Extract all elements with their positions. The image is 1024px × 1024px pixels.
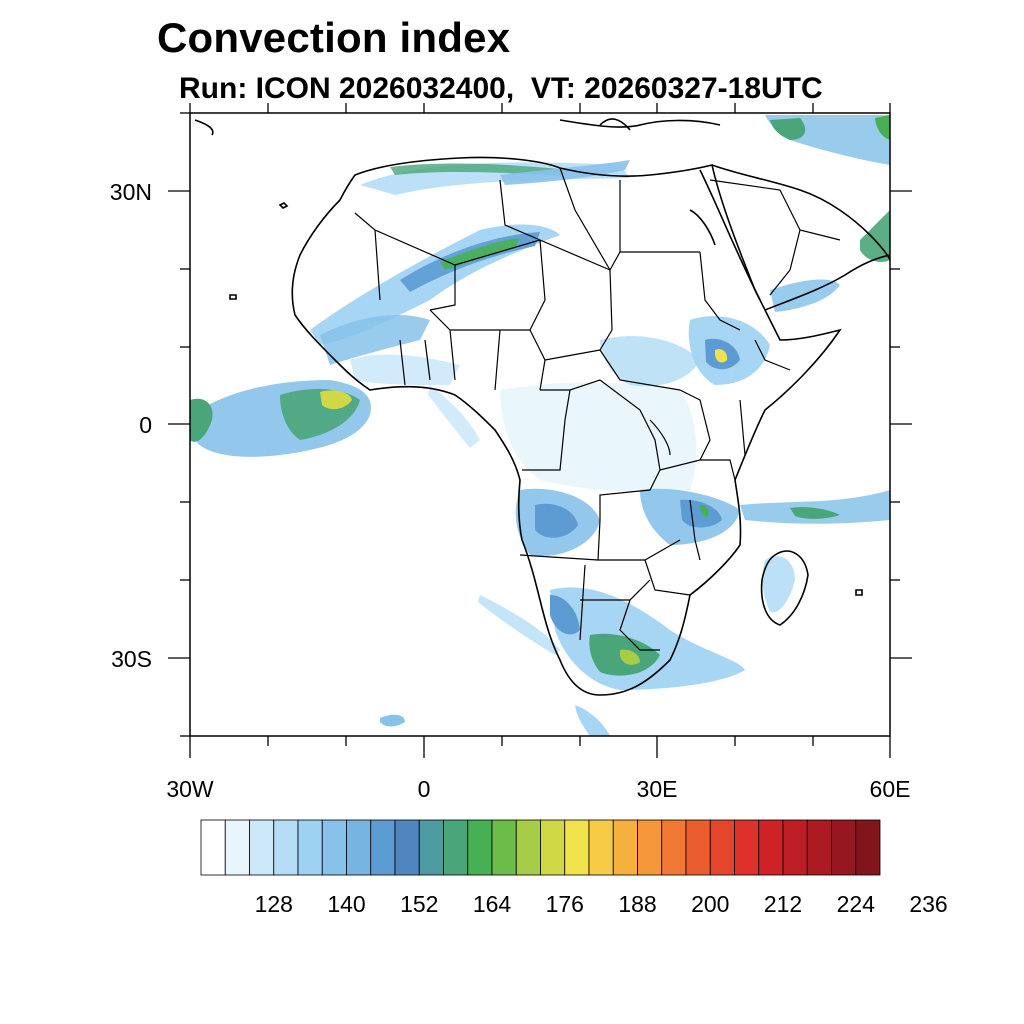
- colorbar-swatch: [273, 819, 299, 876]
- colorbar-swatch: [782, 819, 808, 876]
- colorbar-swatch: [346, 819, 372, 876]
- colorbar-swatch: [588, 819, 614, 876]
- colorbar-swatch: [734, 819, 760, 876]
- colorbar-swatch: [394, 819, 420, 876]
- colorbar-label: 152: [400, 891, 438, 917]
- lon-label-30e: 30E: [637, 776, 678, 802]
- colorbar-swatch: [467, 819, 493, 876]
- colorbar-label: 200: [691, 891, 729, 917]
- colorbar-swatch: [297, 819, 323, 876]
- colorbar-swatch: [443, 819, 469, 876]
- lon-label-60e: 60E: [870, 776, 911, 802]
- map-field: [190, 115, 890, 736]
- colorbar-swatch: [806, 819, 832, 876]
- colorbar-swatch: [831, 819, 857, 876]
- colorbar-swatch: [224, 819, 250, 876]
- lon-label-0: 0: [418, 776, 431, 802]
- colorbar-label: 224: [837, 891, 876, 917]
- colorbar-label: 128: [255, 891, 293, 917]
- colorbar-label: 164: [473, 891, 512, 917]
- country-borders: [354, 167, 841, 651]
- colorbar-swatch: [612, 819, 638, 876]
- lat-label-30s: 30S: [111, 646, 152, 672]
- colorbar-swatch: [515, 819, 541, 876]
- colorbar-swatch: [661, 819, 687, 876]
- axis-ticks: [168, 103, 912, 758]
- colorbar-label: 140: [327, 891, 365, 917]
- colorbar-swatch: [200, 819, 226, 876]
- colorbar-swatch: [855, 819, 881, 876]
- colorbar: [200, 819, 881, 876]
- colorbar-swatch: [637, 819, 663, 876]
- lon-label-30w: 30W: [166, 776, 214, 802]
- colorbar-label: 176: [546, 891, 584, 917]
- coastlines: [194, 118, 890, 696]
- colorbar-swatch: [321, 819, 347, 876]
- colorbar-swatch: [685, 819, 711, 876]
- colorbar-swatch: [540, 819, 566, 876]
- colorbar-swatch: [249, 819, 275, 876]
- lat-label-30n: 30N: [110, 179, 152, 205]
- convection-shading: [190, 115, 890, 736]
- colorbar-swatch: [564, 819, 590, 876]
- colorbar-swatch: [370, 819, 396, 876]
- colorbar-swatch: [758, 819, 784, 876]
- map-subtitle: Run: ICON 2026032400, VT: 20260327-18UTC: [179, 72, 823, 105]
- colorbar-label: 188: [618, 891, 656, 917]
- colorbar-swatch: [709, 819, 735, 876]
- lat-label-0: 0: [139, 412, 152, 438]
- colorbar-swatch: [491, 819, 517, 876]
- colorbar-label: 236: [909, 891, 947, 917]
- colorbar-swatch: [418, 819, 444, 876]
- map-title: Convection index: [157, 14, 511, 61]
- colorbar-label: 212: [764, 891, 802, 917]
- colorbar-labels: 128 140 152 164 176 188 200 212 224 236: [255, 891, 948, 917]
